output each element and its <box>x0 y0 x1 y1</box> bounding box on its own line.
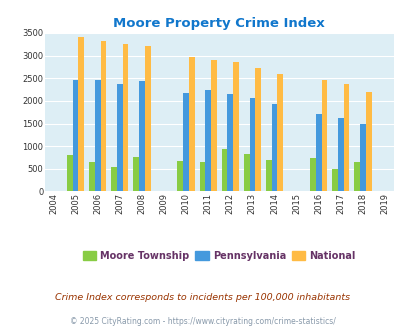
Bar <box>232 62 238 191</box>
Legend: Moore Township, Pennsylvania, National: Moore Township, Pennsylvania, National <box>79 247 359 265</box>
Bar <box>343 84 349 191</box>
Bar <box>265 160 271 191</box>
Bar <box>199 162 205 191</box>
Bar <box>89 162 95 191</box>
Title: Moore Property Crime Index: Moore Property Crime Index <box>113 17 324 30</box>
Bar <box>277 74 282 191</box>
Bar <box>95 80 100 191</box>
Bar <box>122 44 128 191</box>
Bar <box>221 149 227 191</box>
Bar <box>315 114 321 191</box>
Bar <box>133 157 139 191</box>
Text: Crime Index corresponds to incidents per 100,000 inhabitants: Crime Index corresponds to incidents per… <box>55 292 350 302</box>
Bar <box>321 80 326 191</box>
Bar <box>365 92 371 191</box>
Bar <box>354 162 359 191</box>
Text: © 2025 CityRating.com - https://www.cityrating.com/crime-statistics/: © 2025 CityRating.com - https://www.city… <box>70 317 335 326</box>
Bar <box>255 68 260 191</box>
Bar <box>359 124 365 191</box>
Bar <box>72 80 78 191</box>
Bar <box>309 158 315 191</box>
Bar <box>100 41 106 191</box>
Bar <box>271 104 277 191</box>
Bar <box>249 98 255 191</box>
Bar <box>211 60 216 191</box>
Bar <box>78 37 84 191</box>
Bar <box>145 46 150 191</box>
Bar <box>188 57 194 191</box>
Bar <box>177 161 183 191</box>
Bar <box>67 155 72 191</box>
Bar <box>227 94 232 191</box>
Bar <box>331 169 337 191</box>
Bar <box>111 167 117 191</box>
Bar <box>183 93 188 191</box>
Bar <box>205 90 211 191</box>
Bar <box>337 117 343 191</box>
Bar <box>117 84 122 191</box>
Bar <box>243 154 249 191</box>
Bar <box>139 81 145 191</box>
